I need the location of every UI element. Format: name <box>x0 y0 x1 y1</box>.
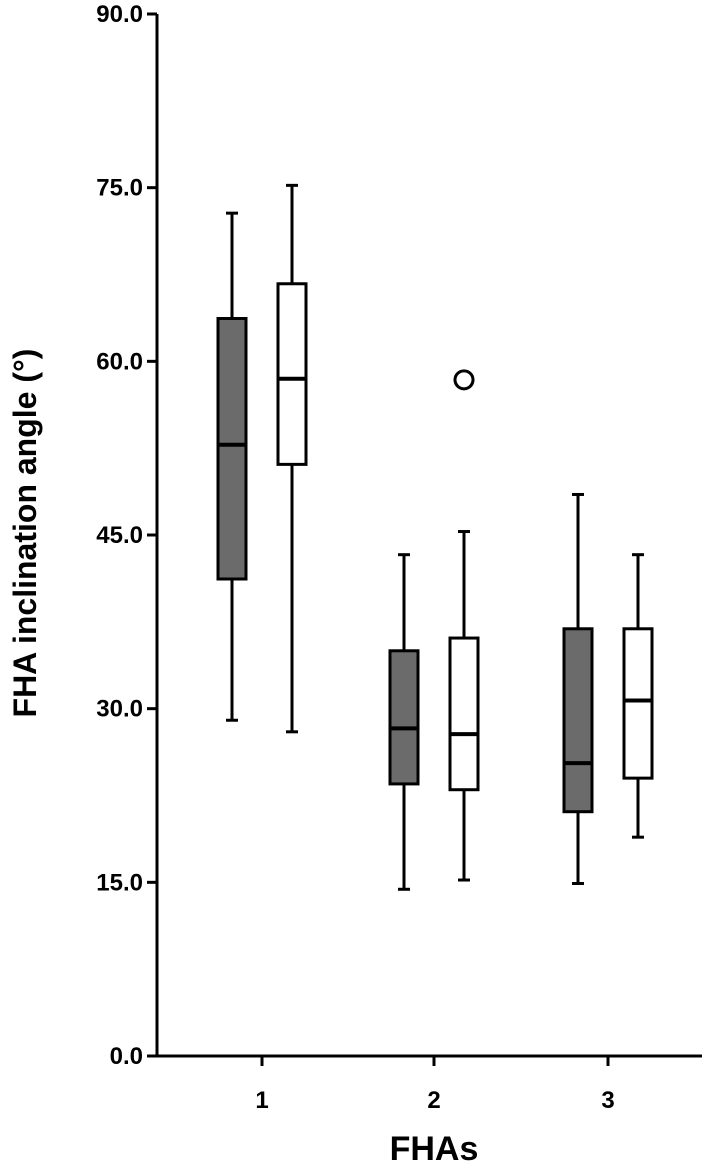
box-group <box>448 369 480 882</box>
y-tick-label: 75.0 <box>96 175 143 202</box>
iqr-box <box>622 627 654 780</box>
y-tick-label: 15.0 <box>96 869 143 896</box>
y-axis-title: FHA inclination angle (°) <box>7 349 43 718</box>
iqr-box <box>448 636 480 792</box>
y-tick-label: 0.0 <box>110 1043 143 1070</box>
x-axis-title: FHAs <box>390 1130 479 1168</box>
x-axis-categories: 1 2 3 <box>255 1056 615 1114</box>
x-tick-label: 1 <box>255 1087 268 1114</box>
y-tick-label: 90.0 <box>96 1 143 28</box>
y-tick-label: 45.0 <box>96 522 143 549</box>
x-tick-label: 2 <box>427 1087 440 1114</box>
box-group <box>622 553 654 839</box>
iqr-box <box>276 282 308 466</box>
box-group <box>562 492 594 885</box>
box-group <box>216 211 248 722</box>
x-tick-label: 3 <box>601 1087 614 1114</box>
y-axis-ticks: 0.0 15.0 30.0 45.0 60.0 75.0 90.0 <box>96 1 157 1070</box>
box-group <box>276 183 308 734</box>
box-group <box>388 553 420 891</box>
y-tick-label: 30.0 <box>96 696 143 723</box>
y-tick-label: 60.0 <box>96 348 143 375</box>
iqr-box <box>562 627 594 814</box>
iqr-box <box>216 316 248 581</box>
box-plot-marks <box>216 183 654 891</box>
iqr-box <box>388 649 420 786</box>
outlier-point <box>453 369 475 391</box>
